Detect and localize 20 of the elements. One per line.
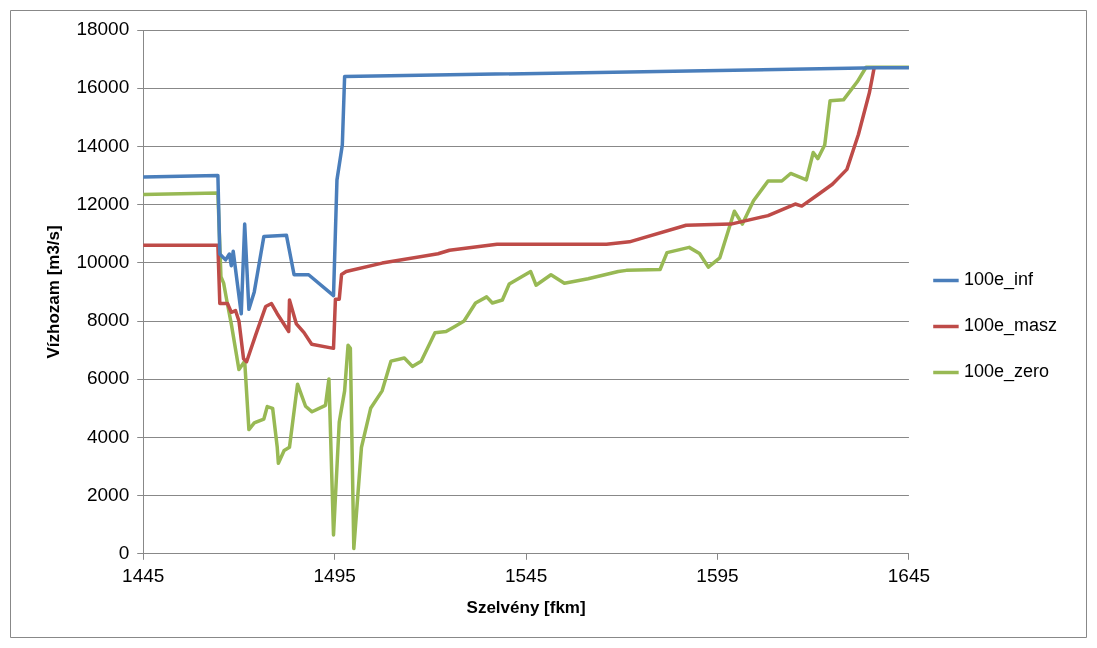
x-tick-label: 1545 (504, 565, 548, 587)
x-tick-label: 1445 (122, 565, 165, 587)
legend-label: 100e_masz (963, 315, 1057, 337)
x-axis-title: Szelvény [fkm] (466, 598, 586, 618)
y-tick-label: 16000 (76, 76, 130, 98)
y-tick-label: 0 (118, 542, 130, 564)
y-tick-label: 10000 (76, 251, 130, 273)
x-tick-label: 1645 (887, 565, 931, 587)
y-tick-label: 6000 (86, 367, 130, 389)
y-tick-label: 14000 (76, 134, 130, 156)
y-tick-label: 12000 (76, 192, 130, 214)
y-tick-label: 2000 (86, 483, 130, 505)
legend-label: 100e_zero (963, 361, 1050, 383)
y-tick-label: 8000 (86, 309, 130, 331)
legend-label: 100e_inf (963, 269, 1034, 291)
x-tick-label: 1495 (313, 565, 356, 587)
y-axis-title: Vízhozam [m3/s] (43, 225, 63, 359)
x-tick-label: 1595 (696, 565, 739, 587)
y-tick-label: 18000 (76, 18, 130, 40)
y-tick-label: 4000 (86, 425, 130, 447)
